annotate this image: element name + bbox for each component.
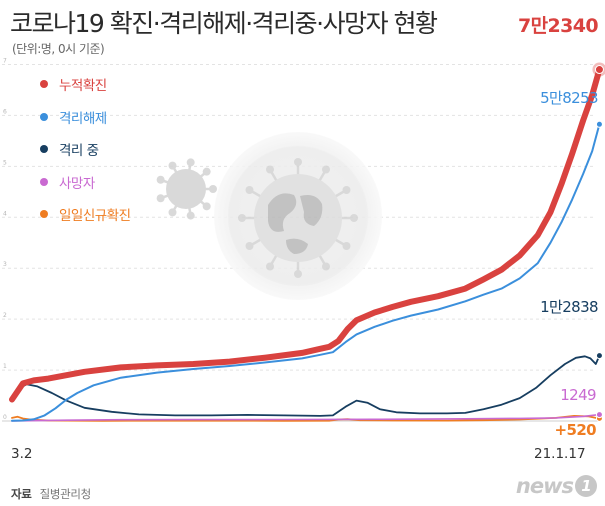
virus-spike-tip: [186, 158, 195, 167]
virus-spike-tip: [202, 167, 211, 176]
virus-spike-tip: [294, 270, 302, 278]
virus-spike-tip: [245, 186, 254, 194]
end-label-cumulative: 7만2340: [518, 15, 598, 37]
legend: 누적확진 격리해제 격리 중 사망자 일일신규확진: [40, 75, 131, 238]
y-tick-label: 1: [3, 363, 7, 370]
source-note: 자료 질병관리청: [11, 486, 91, 502]
virus-spike-tip: [294, 158, 302, 166]
legend-label: 격리해제: [59, 110, 107, 127]
virus-illustration: [156, 132, 382, 300]
y-tick-label: 3: [3, 261, 7, 268]
virus-spike-tip: [202, 202, 211, 211]
news1-logo: news 1: [516, 474, 597, 498]
unit-note: (단위:명, 0시 기준): [12, 42, 105, 56]
virus-spike-tip: [266, 165, 274, 174]
virus-spike-tip: [238, 214, 246, 222]
end-label-isolated: 1만2838: [540, 298, 598, 316]
virus-spike-tip: [350, 214, 358, 222]
virus-spike-tip: [209, 185, 217, 193]
endpoint-marker-isolated: [595, 352, 603, 360]
legend-item-cumulative: 누적확진: [40, 75, 131, 94]
chart-title: 코로나19 확진·격리해제·격리중·사망자 현황: [10, 9, 438, 38]
virus-spike-tip: [156, 175, 165, 184]
virus-spike-tip: [245, 242, 254, 250]
legend-label: 격리 중: [59, 143, 99, 159]
end-label-daily-new: +520: [555, 421, 597, 439]
legend-item-daily-new: 일일신규확진: [40, 205, 131, 224]
endpoint-marker-released: [595, 120, 603, 128]
virus-spike-tip: [168, 161, 177, 170]
legend-item-deaths: 사망자: [40, 173, 131, 192]
logo-text: news: [515, 474, 574, 498]
y-tick-label: 4: [3, 210, 7, 217]
legend-dot-icon: [40, 80, 48, 88]
series-layer: [9, 62, 605, 422]
endpoint-marker-deaths: [595, 411, 603, 419]
legend-dot-icon: [40, 112, 48, 121]
endpoint-marker-cumulative: [594, 65, 604, 75]
virus-spike-tip: [322, 165, 330, 174]
y-tick-label: 5: [3, 159, 7, 166]
source-name: 질병관리청: [39, 487, 92, 501]
y-tick-label: 2: [3, 312, 7, 319]
y-tick-label: 6: [3, 108, 7, 115]
virus-spike-tip: [342, 186, 351, 194]
series-line-cumulative: [9, 66, 603, 403]
x-tick-end: 21.1.17: [534, 446, 586, 462]
virus-spike-tip: [342, 242, 351, 250]
virus-spike-tip: [322, 262, 330, 271]
x-tick-start: 3.2: [11, 446, 33, 462]
series-line-isolated: [11, 354, 601, 417]
series-line-released: [11, 123, 601, 422]
legend-dot-icon: [40, 210, 48, 218]
legend-label: 누적확진: [59, 78, 107, 94]
y-tick-label: 0: [3, 414, 7, 421]
legend-dot-icon: [40, 145, 48, 153]
legend-item-isolated: 격리 중: [40, 140, 131, 159]
end-label-released: 5만8253: [540, 89, 598, 107]
virus-spike-tip: [266, 262, 274, 271]
source-label: 자료: [11, 487, 32, 501]
y-tick-label: 7: [3, 57, 7, 64]
virus-spike-tip: [186, 211, 195, 220]
virus-spike-tip: [168, 208, 177, 217]
end-label-deaths: 1249: [560, 386, 596, 404]
y-tick-labels: 0 1 2 3 4 5 6 7: [3, 57, 7, 421]
legend-label: 사망자: [59, 175, 95, 192]
legend-label: 일일신규확진: [59, 208, 131, 224]
series-line-deaths: [11, 413, 601, 422]
legend-dot-icon: [40, 177, 48, 186]
virus-spike-tip: [156, 194, 165, 203]
logo-mark: 1: [575, 475, 597, 497]
legend-item-released: 격리해제: [40, 108, 131, 127]
end-labels: +520 1249 1만2838 5만8253 7만2340: [518, 15, 599, 439]
